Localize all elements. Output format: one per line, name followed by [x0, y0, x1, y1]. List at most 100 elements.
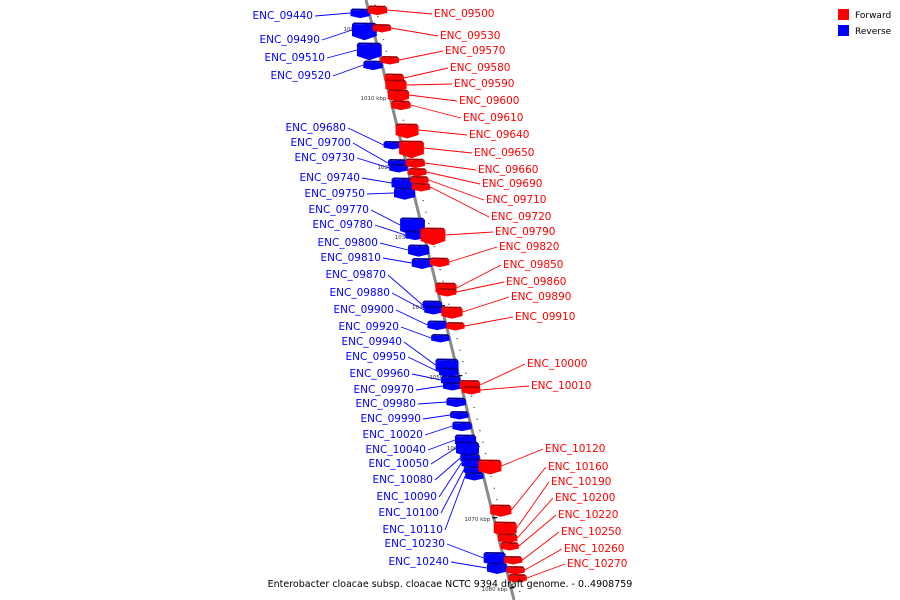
gene-feature[interactable] [408, 168, 427, 177]
gene-label[interactable]: ENC_09640 [469, 129, 529, 141]
gene-feature[interactable] [410, 176, 429, 185]
gene-feature[interactable] [441, 306, 463, 319]
gene-label[interactable]: ENC_09870 [326, 269, 386, 281]
gene-label[interactable]: ENC_10050 [369, 458, 429, 470]
gene-feature[interactable] [452, 421, 472, 432]
gene-label[interactable]: ENC_09800 [318, 237, 378, 249]
gene-feature[interactable] [490, 504, 512, 517]
gene-feature[interactable] [498, 533, 518, 544]
gene-label[interactable]: ENC_10260 [564, 543, 624, 555]
gene-feature[interactable] [411, 258, 433, 269]
gene-feature[interactable] [427, 320, 447, 331]
gene-label[interactable]: ENC_09910 [515, 311, 575, 323]
gene-label[interactable]: ENC_09710 [486, 194, 546, 206]
gene-feature[interactable] [442, 382, 462, 391]
gene-label[interactable]: ENC_09740 [300, 172, 360, 184]
gene-feature[interactable] [383, 141, 403, 150]
gene-feature[interactable] [424, 306, 443, 315]
gene-label[interactable]: ENC_10110 [383, 524, 443, 536]
gene-feature[interactable] [405, 158, 425, 169]
gene-feature[interactable] [439, 367, 459, 378]
gene-feature[interactable] [456, 441, 480, 457]
gene-label[interactable]: ENC_09860 [506, 276, 566, 288]
gene-feature[interactable] [372, 24, 392, 33]
gene-label[interactable]: ENC_09940 [342, 336, 402, 348]
gene-feature[interactable] [352, 22, 377, 41]
gene-label[interactable]: ENC_10000 [527, 358, 587, 370]
gene-label[interactable]: ENC_09970 [354, 384, 414, 396]
gene-label[interactable]: ENC_09880 [330, 287, 390, 299]
gene-label[interactable]: ENC_10100 [379, 507, 439, 519]
gene-feature[interactable] [493, 521, 517, 537]
gene-feature[interactable] [429, 257, 450, 268]
gene-label[interactable]: ENC_09600 [459, 95, 519, 107]
gene-feature[interactable] [503, 556, 523, 565]
gene-label[interactable]: ENC_09920 [339, 321, 399, 333]
gene-feature[interactable] [350, 8, 370, 19]
gene-feature[interactable] [395, 123, 419, 139]
gene-feature[interactable] [446, 322, 465, 331]
gene-feature[interactable] [446, 397, 466, 408]
gene-label[interactable]: ENC_10020 [363, 429, 423, 441]
gene-label[interactable]: ENC_09980 [356, 398, 416, 410]
gene-label[interactable]: ENC_10220 [558, 509, 618, 521]
gene-label[interactable]: ENC_09440 [253, 10, 313, 22]
gene-label[interactable]: ENC_09950 [346, 351, 406, 363]
gene-label[interactable]: ENC_09750 [305, 188, 365, 200]
gene-label[interactable]: ENC_09730 [295, 152, 355, 164]
gene-label[interactable]: ENC_09680 [286, 122, 346, 134]
gene-label[interactable]: ENC_10040 [366, 444, 426, 456]
gene-feature[interactable] [420, 227, 446, 246]
gene-label[interactable]: ENC_09490 [260, 34, 320, 46]
gene-feature[interactable] [431, 334, 450, 343]
gene-label[interactable]: ENC_09720 [491, 211, 551, 223]
gene-label[interactable]: ENC_09960 [350, 368, 410, 380]
gene-label[interactable]: ENC_09850 [503, 259, 563, 271]
gene-feature[interactable] [486, 563, 508, 574]
gene-label[interactable]: ENC_09690 [482, 178, 542, 190]
gene-label[interactable]: ENC_09700 [291, 137, 351, 149]
gene-label[interactable]: ENC_10240 [389, 556, 449, 568]
gene-feature[interactable] [508, 574, 527, 583]
gene-feature[interactable] [405, 230, 425, 241]
gene-feature[interactable] [437, 288, 457, 297]
gene-label[interactable]: ENC_09770 [309, 204, 369, 216]
gene-label[interactable]: ENC_10120 [545, 443, 605, 455]
gene-label[interactable]: ENC_09580 [450, 62, 510, 74]
gene-label[interactable]: ENC_09500 [434, 8, 494, 20]
gene-feature[interactable] [391, 100, 411, 111]
gene-feature[interactable] [380, 56, 400, 65]
gene-label[interactable]: ENC_10270 [567, 558, 627, 570]
gene-feature[interactable] [391, 177, 413, 190]
gene-label[interactable]: ENC_09610 [463, 112, 523, 124]
gene-label[interactable]: ENC_09810 [321, 252, 381, 264]
gene-feature[interactable] [500, 542, 519, 551]
gene-label[interactable]: ENC_09790 [495, 226, 555, 238]
gene-label[interactable]: ENC_09820 [499, 241, 559, 253]
gene-label[interactable]: ENC_09780 [313, 219, 373, 231]
gene-label[interactable]: ENC_09590 [454, 78, 514, 90]
gene-feature[interactable] [385, 79, 407, 92]
gene-label[interactable]: ENC_10160 [548, 461, 608, 473]
gene-label[interactable]: ENC_09510 [265, 52, 325, 64]
gene-feature[interactable] [483, 552, 506, 566]
gene-feature[interactable] [367, 5, 388, 16]
gene-feature[interactable] [399, 140, 424, 159]
gene-feature[interactable] [363, 60, 383, 71]
gene-feature[interactable] [387, 89, 410, 102]
gene-label[interactable]: ENC_10080 [373, 474, 433, 486]
gene-label[interactable]: ENC_10190 [551, 476, 611, 488]
gene-label[interactable]: ENC_09660 [478, 164, 538, 176]
gene-feature[interactable] [478, 459, 502, 475]
gene-feature[interactable] [389, 164, 408, 173]
gene-label[interactable]: ENC_10090 [377, 491, 437, 503]
gene-label[interactable]: ENC_10010 [531, 380, 591, 392]
gene-label[interactable]: ENC_10250 [561, 526, 621, 538]
gene-label[interactable]: ENC_09570 [445, 45, 505, 57]
gene-label[interactable]: ENC_10230 [385, 538, 445, 550]
gene-feature[interactable] [411, 183, 431, 192]
gene-feature[interactable] [356, 42, 382, 61]
gene-label[interactable]: ENC_09890 [511, 291, 571, 303]
gene-label[interactable]: ENC_09900 [334, 304, 394, 316]
gene-feature[interactable] [394, 187, 416, 200]
